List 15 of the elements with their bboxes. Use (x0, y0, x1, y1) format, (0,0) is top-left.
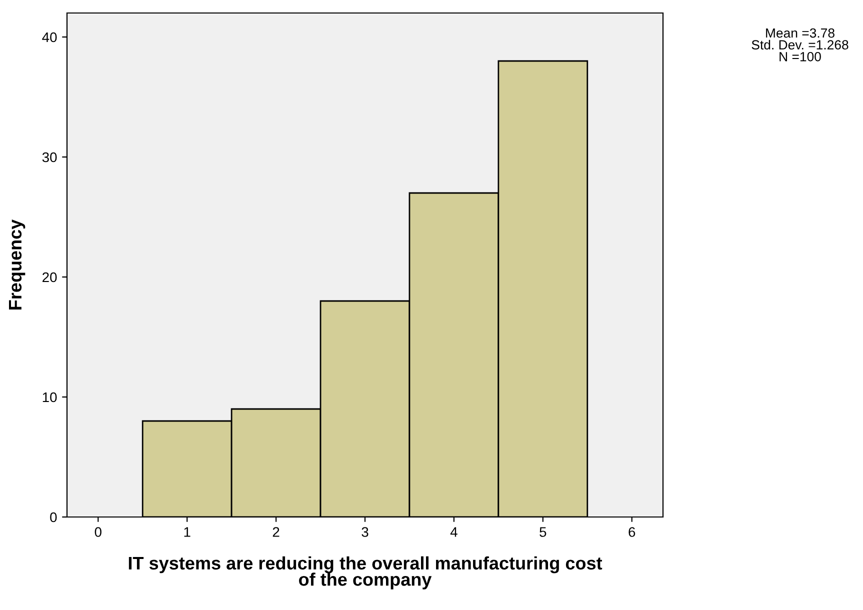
x-tick-label: 3 (362, 527, 368, 537)
x-tick-label: 5 (540, 527, 546, 537)
y-tick-label: 40 (42, 32, 57, 42)
x-tick-label: 6 (628, 527, 636, 537)
y-axis-title: Frequency (8, 219, 26, 310)
x-tick-label: 4 (450, 527, 458, 537)
y-tick-label: 10 (42, 392, 57, 402)
x-tick-label: 0 (94, 527, 102, 537)
y-tick-label: 0 (50, 512, 57, 522)
y-tick-label: 20 (42, 272, 57, 282)
x-tick-label: 2 (272, 527, 280, 537)
text: Mean =3.78 Std. Dev. =1.268 N =100 (752, 28, 848, 62)
y-tick-label: 30 (42, 152, 57, 162)
x-axis-title: IT systems are reducing the overall manufacturing cost of the company (128, 556, 602, 590)
x-tick-label: 1 (184, 527, 190, 537)
